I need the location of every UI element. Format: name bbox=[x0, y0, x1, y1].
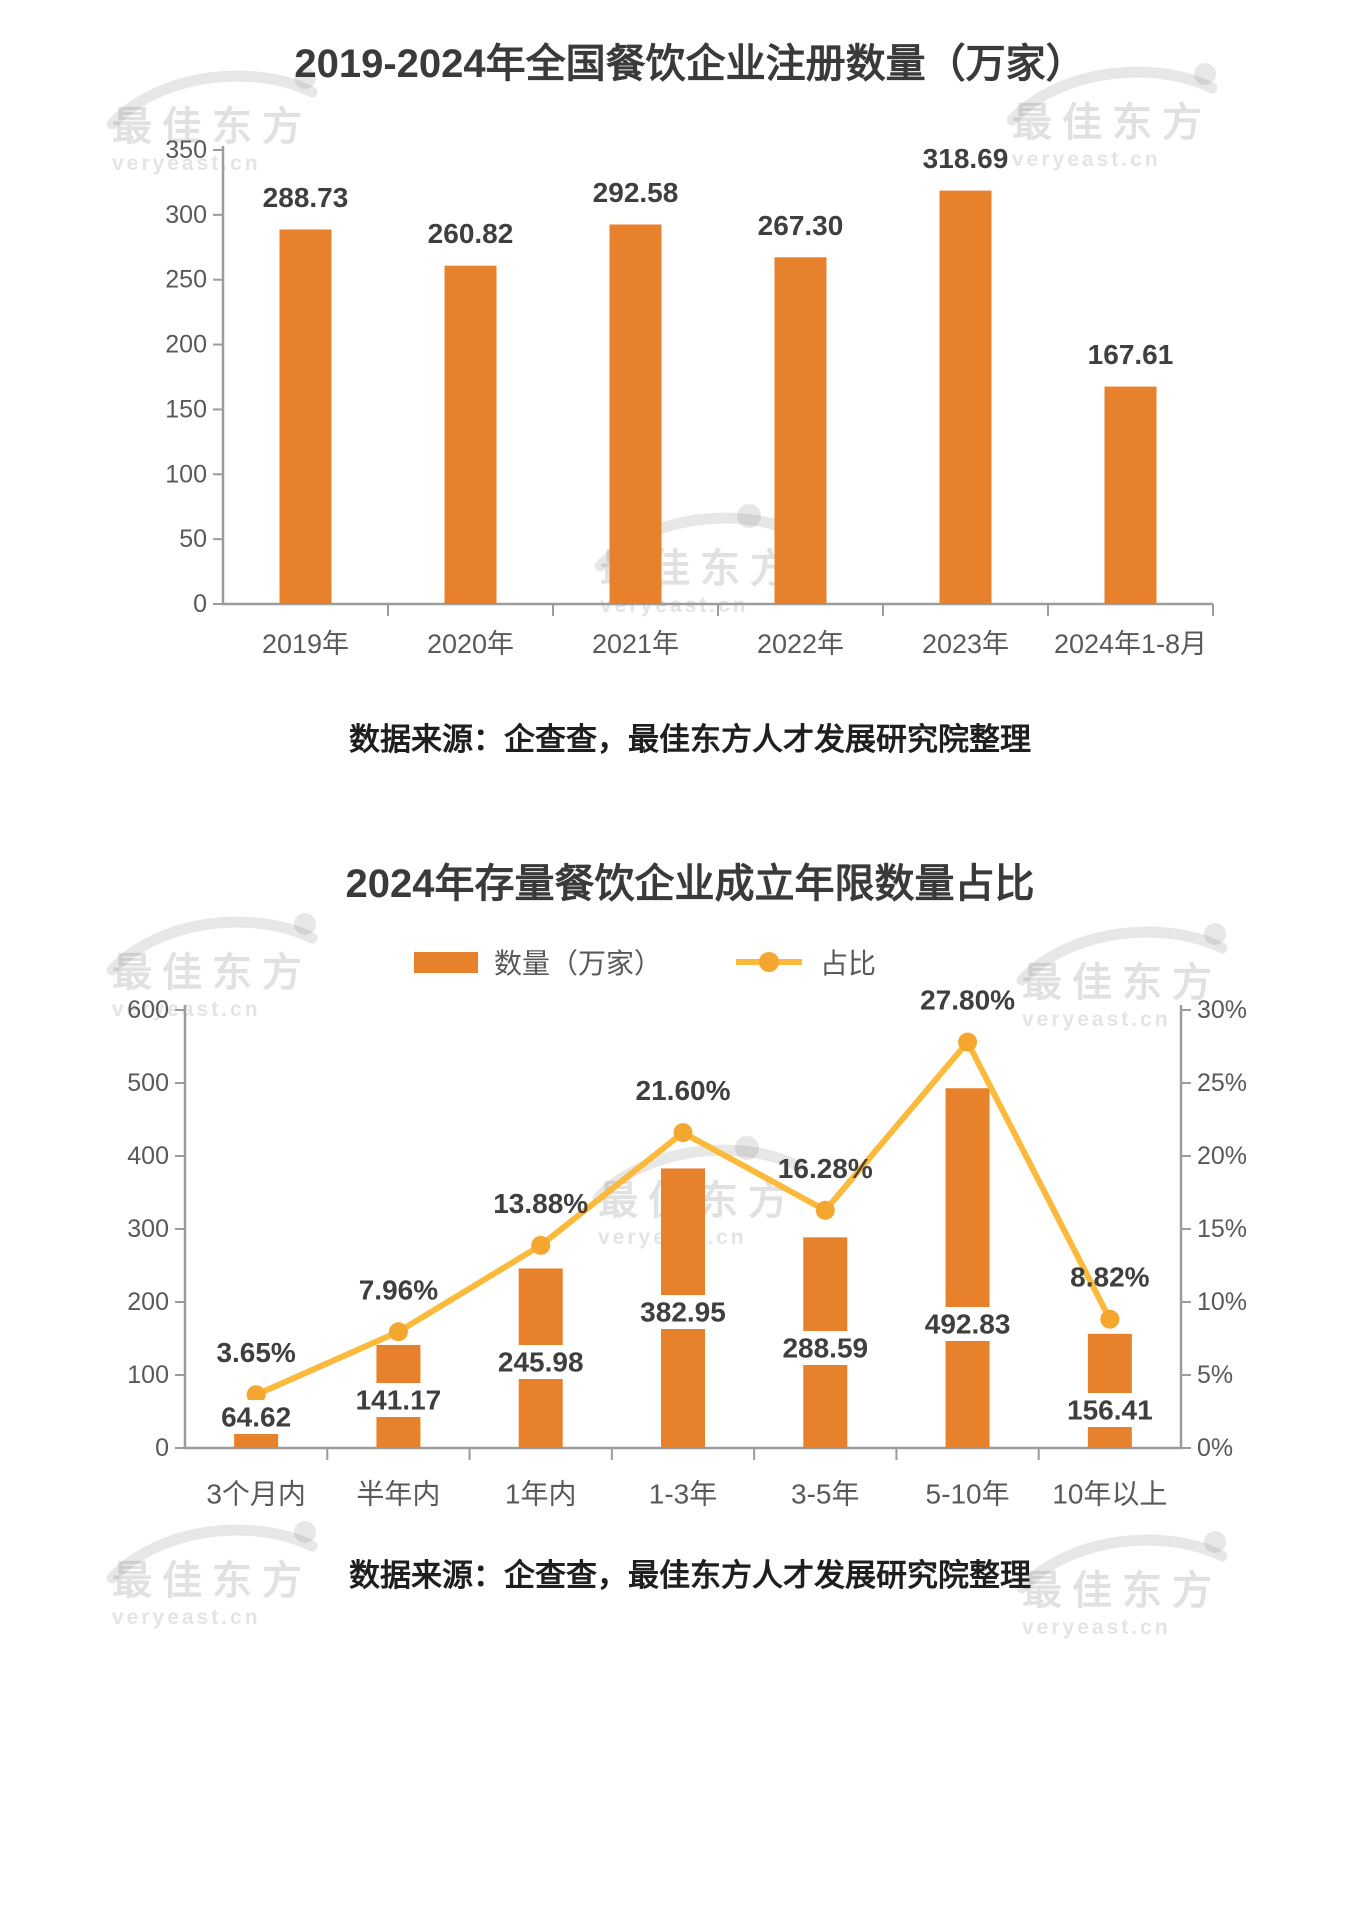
chart2-x-label-半年内: 半年内 bbox=[356, 1479, 440, 1510]
chart2-value-label-1年内: 245.98 bbox=[498, 1347, 584, 1378]
chart1-y-tick-label: 300 bbox=[165, 201, 207, 229]
chart2-pct-label-半年内: 7.96% bbox=[359, 1274, 438, 1305]
chart2-value-label-3个月内: 64.62 bbox=[221, 1402, 291, 1433]
chart1-x-label-2022年: 2022年 bbox=[757, 629, 844, 659]
chart1-y-tick-label: 150 bbox=[165, 395, 207, 423]
chart2-source: 数据来源：企查查，最佳东方人才发展研究院整理 bbox=[349, 1558, 1031, 1593]
legend-line-icon bbox=[736, 952, 802, 972]
chart1-bar-2023年 bbox=[939, 190, 992, 605]
chart2-x-label-1年内: 1年内 bbox=[505, 1479, 577, 1510]
chart1-x-label-2024年1-8月: 2024年1-8月 bbox=[1054, 629, 1207, 659]
chart1-value-label-2020年: 260.82 bbox=[428, 218, 514, 249]
chart2-left-tick-label: 600 bbox=[127, 996, 169, 1024]
chart2-bar-10年以上 bbox=[1087, 1333, 1132, 1448]
chart2-right-tick-label: 30% bbox=[1197, 996, 1247, 1024]
chart2-line-marker-1-3年 bbox=[673, 1123, 693, 1143]
chart1-y-tick-label: 100 bbox=[165, 460, 207, 488]
chart1-value-label-2019年: 288.73 bbox=[263, 182, 349, 213]
chart1-value-label-2023年: 318.69 bbox=[923, 143, 1009, 174]
chart2-pct-label-1年内: 13.88% bbox=[493, 1188, 588, 1219]
chart2-pct-label-1-3年: 21.60% bbox=[636, 1075, 731, 1106]
chart2-value-label-10年以上: 156.41 bbox=[1067, 1395, 1153, 1426]
chart1-x-label-2021年: 2021年 bbox=[592, 629, 679, 659]
chart1-value-label-2021年: 292.58 bbox=[593, 177, 679, 208]
chart2-x-label-5-10年: 5-10年 bbox=[926, 1479, 1010, 1510]
chart2-line-marker-1年内 bbox=[531, 1235, 551, 1255]
chart1-bar-2022年 bbox=[774, 257, 827, 604]
chart2-line-marker-5-10年 bbox=[958, 1032, 978, 1052]
chart1-axis bbox=[221, 146, 1213, 606]
chart1-y-tick-label: 0 bbox=[193, 590, 207, 618]
chart2-value-label-box-10年以上 bbox=[1058, 1393, 1161, 1427]
chart2-left-tick-label: 200 bbox=[127, 1288, 169, 1316]
chart2-value-label-半年内: 141.17 bbox=[356, 1385, 442, 1416]
chart1-x-label-2019年: 2019年 bbox=[262, 629, 349, 659]
chart1-bar-2019年 bbox=[279, 229, 332, 604]
chart1-title: 2019-2024年全国餐饮企业注册数量（万家） bbox=[294, 42, 1086, 86]
chart2-value-label-box-半年内 bbox=[347, 1383, 450, 1417]
chart2-right-tick-label: 15% bbox=[1197, 1215, 1247, 1243]
legend-line-label: 占比 bbox=[820, 948, 877, 979]
chart1-source: 数据来源：企查查，最佳东方人才发展研究院整理 bbox=[349, 722, 1031, 757]
chart1-y-tick-label: 250 bbox=[165, 266, 207, 294]
chart2-left-tick-label: 0 bbox=[155, 1434, 169, 1462]
chart2-line-marker-10年以上 bbox=[1100, 1309, 1120, 1329]
legend-bar-swatch-icon bbox=[413, 951, 478, 973]
chart2-left-tick-label: 400 bbox=[127, 1142, 169, 1170]
chart2-left-tick-label: 300 bbox=[127, 1215, 169, 1243]
chart1-y-tick-label: 200 bbox=[165, 331, 207, 359]
chart2-x-label-1-3年: 1-3年 bbox=[649, 1479, 717, 1510]
chart2-pct-label-5-10年: 27.80% bbox=[920, 985, 1015, 1016]
chart2-left-tick-label: 500 bbox=[127, 1069, 169, 1097]
chart2-value-label-5-10年: 492.83 bbox=[925, 1309, 1011, 1340]
chart2-right-tick-label: 10% bbox=[1197, 1288, 1247, 1316]
legend-bar-label: 数量（万家） bbox=[493, 948, 662, 979]
chart2-pct-label-10年以上: 8.82% bbox=[1070, 1262, 1149, 1293]
chart2-right-tick-label: 20% bbox=[1197, 1142, 1247, 1170]
chart1-y-tick-label: 350 bbox=[165, 136, 207, 164]
chart2-value-label-box-3个月内 bbox=[212, 1400, 300, 1434]
chart2-right-tick-label: 0% bbox=[1197, 1434, 1233, 1462]
chart2-line-marker-半年内 bbox=[388, 1322, 408, 1342]
chart2-x-label-10年以上: 10年以上 bbox=[1052, 1479, 1167, 1510]
chart2-value-label-box-3-5年 bbox=[774, 1331, 877, 1365]
chart1-x-label-2020年: 2020年 bbox=[427, 629, 514, 659]
chart1-value-label-2022年: 267.30 bbox=[758, 210, 844, 241]
chart2-value-label-box-5-10年 bbox=[916, 1307, 1019, 1341]
chart1-y-tick-label: 50 bbox=[179, 525, 207, 553]
chart2-right-tick-label: 25% bbox=[1197, 1069, 1247, 1097]
chart2-value-label-box-1-3年 bbox=[632, 1295, 734, 1329]
chart1-bar-2024年1-8月 bbox=[1104, 386, 1157, 604]
chart2-pct-label-3个月内: 3.65% bbox=[216, 1337, 295, 1368]
chart2-x-label-3个月内: 3个月内 bbox=[206, 1479, 306, 1510]
chart2-title: 2024年存量餐饮企业成立年限数量占比 bbox=[345, 862, 1035, 906]
chart2-bar-5-10年 bbox=[945, 1088, 990, 1448]
chart1-bar-2020年 bbox=[444, 265, 497, 604]
chart2-line-marker-3-5年 bbox=[815, 1200, 835, 1220]
chart2-value-label-1-3年: 382.95 bbox=[640, 1297, 726, 1328]
chart1-x-label-2023年: 2023年 bbox=[922, 629, 1009, 659]
chart1-bar-2021年 bbox=[609, 224, 662, 605]
chart2-pct-label-3-5年: 16.28% bbox=[778, 1153, 873, 1184]
chart2-x-label-3-5年: 3-5年 bbox=[791, 1479, 859, 1510]
chart2-legend: 数量（万家） 占比 bbox=[0, 940, 1290, 984]
chart2-value-label-box-1年内 bbox=[489, 1345, 592, 1379]
chart1-value-label-2024年1-8月: 167.61 bbox=[1088, 339, 1174, 370]
chart2-left-tick-label: 100 bbox=[127, 1361, 169, 1389]
chart2-line-marker-3个月内 bbox=[246, 1385, 266, 1405]
chart2-right-tick-label: 5% bbox=[1197, 1361, 1233, 1389]
chart2-value-label-3-5年: 288.59 bbox=[782, 1333, 868, 1364]
